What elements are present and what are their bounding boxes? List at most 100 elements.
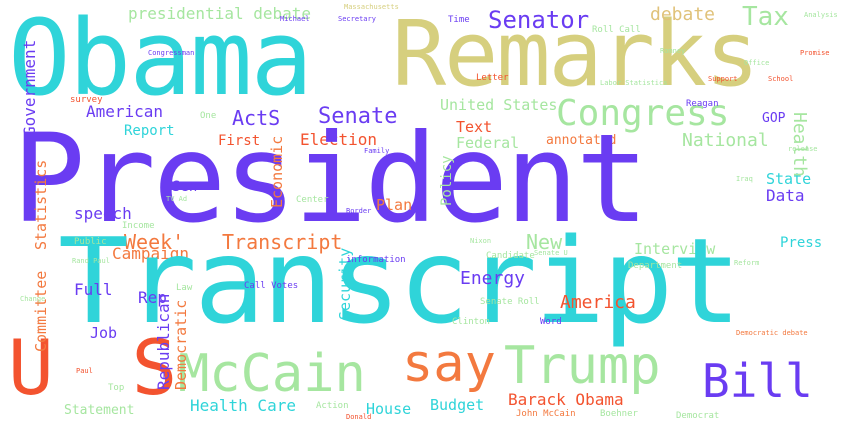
word-acts: ActS	[232, 106, 281, 130]
small-word: release	[788, 145, 818, 153]
word-first: First	[218, 133, 261, 149]
word-house: House	[366, 400, 412, 418]
small-word: School	[768, 75, 794, 83]
small-word: Family	[364, 147, 390, 155]
word-senator: Senator	[488, 6, 590, 34]
small-word: Reagan	[686, 99, 719, 109]
small-word: Call Votes	[244, 281, 299, 291]
word-full: Full	[74, 280, 113, 299]
small-word: Promise	[800, 49, 830, 57]
word-congress: Congress	[556, 93, 730, 134]
small-word: Income	[122, 221, 155, 231]
small-word: Michael	[280, 15, 310, 23]
word-budget: Budget	[430, 396, 485, 414]
word-statistics: Statistics	[32, 159, 50, 250]
word-republican: Republican	[154, 293, 173, 390]
word-say: say	[402, 334, 496, 394]
word-job: Job	[90, 324, 118, 342]
word-sen: Sen	[172, 179, 198, 195]
word-plan: Plan	[376, 196, 413, 214]
small-word: John McCain	[516, 409, 576, 419]
small-word: One	[200, 111, 217, 121]
small-word: Paul	[76, 367, 93, 375]
small-word: survey	[70, 95, 103, 105]
small-word: Law	[176, 283, 193, 293]
word-bill: Bill	[702, 354, 813, 408]
small-word: Democrat	[676, 411, 720, 421]
word-presidential-debate: presidential debate	[128, 4, 312, 23]
word-obama: Obama	[8, 0, 313, 119]
small-word: Massachusetts	[344, 3, 399, 11]
word-new: New	[526, 230, 563, 254]
word-health-care: Health Care	[190, 396, 296, 415]
word-week-transcript: Transcript	[222, 230, 343, 254]
small-word: Congressman	[148, 49, 195, 57]
word-barack-obama: Barack Obama	[508, 390, 624, 409]
small-word: Labor Statistics	[600, 79, 668, 87]
small-word: Iraq	[736, 175, 753, 183]
small-word: Boehner	[600, 409, 638, 419]
small-word: Support	[708, 75, 738, 83]
word-economic: Economic	[268, 135, 286, 208]
word-election: Election	[300, 130, 378, 149]
small-word: Senate U	[534, 249, 568, 257]
small-word: Donald	[346, 413, 372, 421]
word-tax: Tax	[742, 2, 789, 32]
small-word: Senate Roll	[480, 297, 540, 307]
small-word: Secretary	[338, 15, 376, 23]
small-word: Clinton	[452, 317, 490, 327]
word-energy: Energy	[460, 268, 526, 289]
word-campaign: Campaign	[112, 244, 190, 263]
small-word: Rand Paul	[72, 257, 110, 265]
small-word: Border	[346, 207, 372, 215]
word-rep: Rep	[138, 288, 167, 307]
word-interview: Interview	[634, 240, 716, 258]
small-word: information	[346, 255, 406, 265]
small-word: Action	[316, 401, 349, 411]
word-government: Government	[20, 39, 39, 136]
word-data: Data	[766, 186, 805, 205]
word-america: America	[560, 292, 636, 313]
small-word: Reform	[734, 259, 760, 267]
small-word: Letter	[476, 73, 509, 83]
word-united-states: United States	[440, 96, 558, 114]
small-word: Change	[20, 295, 46, 303]
small-word: Department	[628, 261, 683, 271]
word-text: Text	[456, 118, 493, 136]
word-federal: Federal	[456, 134, 520, 152]
word-remarks: Remarks	[392, 2, 759, 107]
small-word: Romney	[660, 47, 686, 55]
small-word: Time	[448, 15, 470, 25]
word-gop: GOP	[762, 111, 786, 126]
word-president: President	[12, 108, 649, 250]
word-national: National	[682, 130, 769, 151]
word-senate: Senate	[318, 104, 398, 129]
small-word: Office	[744, 59, 770, 67]
small-word: Public	[74, 237, 107, 247]
word-debate: debate	[650, 4, 716, 25]
small-word: TV Ad	[166, 195, 188, 203]
word-democratic: Democratic	[172, 299, 190, 390]
small-word: Word	[540, 317, 562, 327]
small-word: Democratic debate	[736, 329, 808, 337]
word-state: State	[766, 170, 812, 188]
word-us: U S	[8, 323, 194, 412]
word-annotated: annotated	[546, 133, 617, 148]
word-policy: Policy	[439, 155, 455, 206]
small-word: Top	[108, 383, 125, 393]
small-word: Center	[296, 195, 329, 205]
word-committee: Committee	[32, 270, 50, 352]
word-trump: Trump	[504, 336, 661, 396]
small-word: Nixon	[470, 237, 492, 245]
word-american: American	[86, 102, 164, 121]
word-mccain: McCain	[178, 344, 366, 404]
word-speech: speech	[74, 204, 132, 223]
word-press: Press	[780, 235, 823, 251]
small-word: Analysis	[804, 11, 838, 19]
small-word: Candidate	[486, 251, 535, 261]
word-week: Week'	[124, 230, 185, 254]
word-transcript: Transcript	[58, 212, 741, 350]
word-statement: Statement	[64, 403, 135, 418]
small-word: Roll Call	[592, 25, 641, 35]
